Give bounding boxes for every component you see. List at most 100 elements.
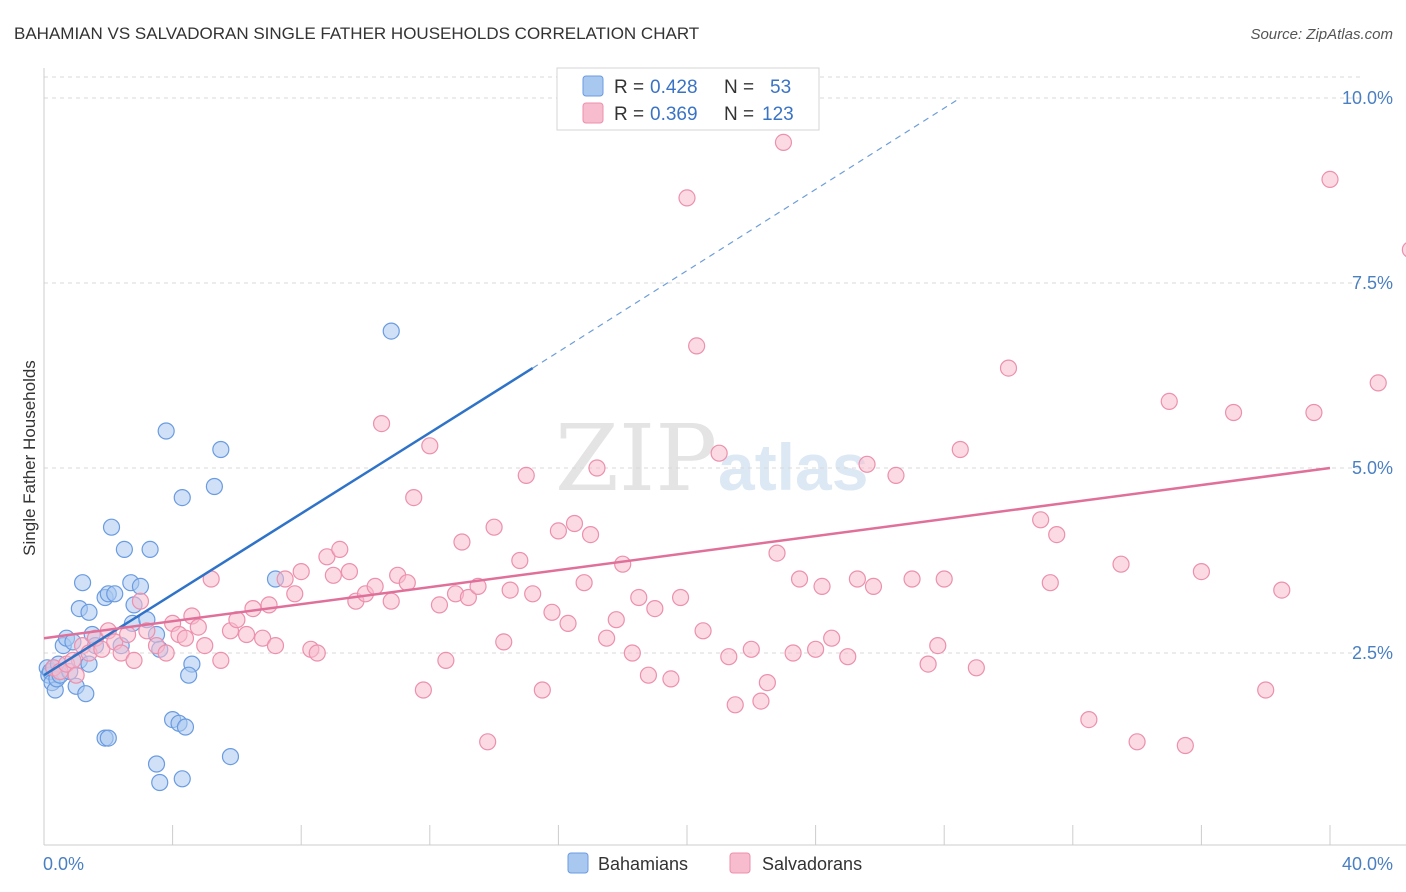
point-salvadorans-32 [266, 636, 285, 655]
point-salvadorans-81 [671, 588, 690, 607]
point-salvadorans-88 [742, 640, 760, 658]
watermark-zip: ZIP [555, 405, 717, 512]
point-salvadorans-110 [1032, 511, 1050, 529]
point-salvadorans-80 [662, 670, 680, 688]
point-salvadorans-86 [720, 648, 738, 666]
point-salvadorans-4 [67, 666, 85, 684]
point-salvadorans-64 [524, 585, 542, 603]
point-bahamians-23 [102, 518, 121, 536]
point-salvadorans-117 [1176, 736, 1194, 755]
point-salvadorans-58 [479, 733, 497, 751]
chart-title: BAHAMIAN VS SALVADORAN SINGLE FATHER HOU… [14, 24, 699, 43]
point-salvadorans-101 [864, 577, 883, 596]
point-bahamians-47 [205, 477, 223, 496]
point-salvadorans-69 [565, 514, 584, 533]
point-salvadorans-100 [858, 455, 876, 473]
point-salvadorans-72 [588, 459, 606, 477]
point-salvadorans-74 [607, 611, 625, 629]
point-salvadorans-49 [405, 489, 423, 507]
point-salvadorans-98 [839, 648, 857, 666]
point-salvadorans-121 [1273, 581, 1291, 599]
point-salvadorans-104 [919, 655, 937, 673]
point-salvadorans-51 [421, 437, 439, 455]
point-salvadorans-108 [967, 659, 985, 677]
point-bahamians-44 [173, 489, 191, 507]
point-bahamians-51 [382, 322, 400, 340]
point-salvadorans-70 [575, 574, 593, 592]
point-salvadorans-111 [1041, 574, 1059, 592]
point-salvadorans-22 [189, 618, 207, 636]
legend-n-label-1: N = [724, 77, 754, 98]
point-salvadorans-30 [254, 629, 272, 647]
point-salvadorans-35 [292, 562, 310, 581]
y-axis-title: Single Father Households [20, 360, 39, 556]
legend-r-label-2: R = [614, 104, 644, 125]
x-tick-max: 40.0% [1342, 854, 1393, 874]
point-salvadorans-99 [848, 570, 866, 588]
y-tick-label-0: 2.5% [1352, 643, 1393, 663]
point-bahamians-48 [212, 440, 230, 459]
legend-n-value-1: 53 [770, 77, 791, 98]
point-salvadorans-118 [1192, 562, 1211, 581]
series-legend: Bahamians Salvadorans [567, 852, 862, 874]
point-salvadorans-67 [549, 522, 568, 540]
point-bahamians-42 [147, 755, 166, 773]
point-salvadorans-119 [1224, 403, 1243, 422]
point-bahamians-31 [131, 577, 150, 596]
point-salvadorans-87 [726, 696, 744, 714]
series-bahamians-points [38, 322, 400, 792]
point-salvadorans-79 [646, 599, 664, 618]
stats-legend: R = 0.428 N = 53 R = 0.369 N = 123 [556, 67, 820, 131]
legend-r-label-1: R = [614, 77, 644, 98]
legend-swatch-salvadorans [582, 102, 604, 124]
y-tick-label-3: 10.0% [1342, 88, 1393, 108]
point-salvadorans-66 [543, 603, 561, 621]
point-bahamians-49 [221, 747, 240, 766]
point-salvadorans-65 [533, 681, 551, 699]
point-salvadorans-122 [1305, 403, 1323, 422]
scatter-points [38, 133, 1406, 792]
axes [43, 68, 1406, 846]
point-salvadorans-8 [93, 640, 111, 658]
point-salvadorans-107 [951, 440, 969, 459]
point-bahamians-41 [99, 729, 117, 747]
point-bahamians-33 [141, 540, 159, 559]
trend-lines [43, 97, 1331, 677]
legend-r-value-1: 0.428 [650, 77, 698, 98]
point-salvadorans-94 [790, 570, 809, 588]
point-salvadorans-90 [758, 673, 776, 692]
point-salvadorans-75 [614, 555, 632, 573]
point-salvadorans-38 [318, 548, 336, 566]
legend-swatch-bahamians [582, 75, 604, 97]
point-salvadorans-33 [276, 570, 294, 588]
point-bahamians-17 [80, 603, 98, 621]
series-legend-label-bahamians: Bahamians [598, 854, 688, 874]
point-salvadorans-97 [823, 629, 841, 647]
point-bahamians-27 [115, 540, 133, 559]
point-salvadorans-41 [340, 562, 359, 581]
point-salvadorans-102 [887, 466, 905, 484]
point-salvadorans-53 [437, 651, 455, 670]
point-salvadorans-84 [694, 622, 712, 640]
point-salvadorans-52 [430, 596, 449, 614]
point-salvadorans-115 [1128, 733, 1146, 751]
point-salvadorans-109 [999, 359, 1018, 377]
point-salvadorans-40 [331, 540, 349, 559]
trend-line-bahamians [43, 367, 534, 677]
point-bahamians-39 [176, 718, 195, 736]
series-legend-label-salvadorans: Salvadorans [762, 854, 862, 874]
point-salvadorans-61 [501, 581, 519, 599]
point-salvadorans-92 [774, 133, 793, 151]
gridlines [44, 76, 1360, 654]
point-salvadorans-83 [688, 337, 706, 355]
legend-n-value-2: 123 [762, 104, 794, 125]
point-salvadorans-25 [212, 651, 230, 670]
legend-n-label-2: N = [724, 104, 754, 125]
point-salvadorans-59 [485, 518, 503, 536]
point-salvadorans-85 [710, 444, 728, 462]
point-salvadorans-113 [1080, 710, 1098, 729]
point-salvadorans-50 [414, 681, 432, 699]
point-salvadorans-28 [237, 625, 256, 644]
point-salvadorans-103 [903, 570, 921, 588]
